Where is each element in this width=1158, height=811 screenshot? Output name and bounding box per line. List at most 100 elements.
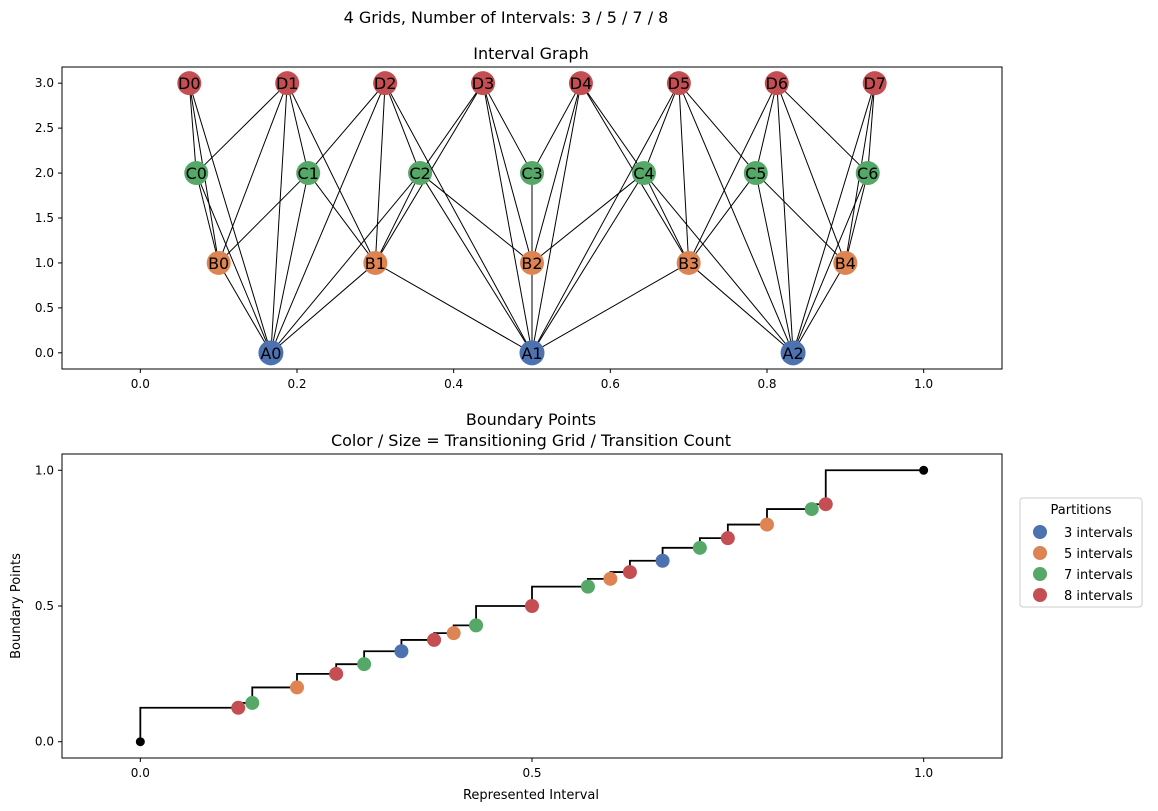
boundary-point-B xyxy=(760,517,774,532)
graph-node-label-A1: A1 xyxy=(521,344,542,363)
graph-node-C2 xyxy=(408,161,433,186)
legend-label: 5 intervals xyxy=(1064,547,1133,562)
boundary-point-C xyxy=(245,695,260,710)
figure-suptitle: 4 Grids, Number of Intervals: 3 / 5 / 7 … xyxy=(344,8,669,27)
graph-edge-A2-D5 xyxy=(678,82,794,354)
graph-edge-A0-D1 xyxy=(270,83,288,353)
graph-edge-A2-D6 xyxy=(776,83,794,353)
graph-node-B4 xyxy=(833,250,858,275)
legend-frame xyxy=(1019,497,1143,608)
x-tick-label: 0.8 xyxy=(757,377,776,391)
graph-node-label-C3: C3 xyxy=(521,164,542,183)
y-tick-label: 1.0 xyxy=(35,256,54,270)
graph-edge-A0-C1 xyxy=(270,172,309,353)
graph-edge-B2-D3 xyxy=(482,83,533,264)
x-tick-label: 1.0 xyxy=(914,377,933,391)
boundary-points-x-ticks: 0.0 0.5 1.0 xyxy=(131,758,933,780)
graph-node-C3 xyxy=(520,161,544,186)
legend-label: 3 intervals xyxy=(1064,526,1133,541)
interval-graph-plot: Interval Graph A0 A1 A2 B0 B1 B2 B3 B4 C0 C1 C2 C3 C… xyxy=(35,44,1003,391)
x-tick-label: 0.0 xyxy=(131,766,150,780)
interval-graph-x-ticks: 0.0 0.2 0.4 0.6 0.8 1.0 xyxy=(131,369,933,391)
legend-marker-A xyxy=(1033,525,1047,539)
graph-edge-B4-D6 xyxy=(776,83,846,264)
graph-edge-B4-C6 xyxy=(844,172,869,264)
boundary-endpoint xyxy=(135,737,145,747)
graph-edge-B0-C0 xyxy=(195,172,220,264)
graph-edge-C4-D4 xyxy=(580,82,645,174)
graph-edge-C6-D7 xyxy=(867,83,876,174)
boundary-point-B xyxy=(290,680,304,695)
legend-title: Partitions xyxy=(1051,503,1112,518)
graph-node-label-A2: A2 xyxy=(783,344,804,363)
graph-node-label-B1: B1 xyxy=(365,254,386,273)
graph-edge-A2-B3 xyxy=(688,262,794,354)
graph-node-label-B3: B3 xyxy=(678,254,699,273)
graph-edge-A0-D2 xyxy=(270,82,386,354)
boundary-point-C xyxy=(804,502,819,517)
graph-edge-B3-C4 xyxy=(643,172,690,264)
graph-edge-A1-D3 xyxy=(482,83,533,353)
graph-edge-B1-C1 xyxy=(307,172,376,264)
y-tick-label: 0.5 xyxy=(35,599,54,613)
legend-entries: 3 intervals 5 intervals 7 intervals 8 inter… xyxy=(1033,525,1133,604)
boundary-point-D xyxy=(720,531,735,546)
graph-node-D7 xyxy=(862,71,887,96)
graph-edge-C5-D6 xyxy=(755,83,778,174)
graph-node-D4 xyxy=(568,71,593,96)
x-tick-label: 0.4 xyxy=(444,377,463,391)
boundary-point-D xyxy=(427,632,442,647)
y-tick-label: 0.5 xyxy=(35,301,54,315)
graph-node-label-D4: D4 xyxy=(570,74,593,93)
graph-edge-A1-B1 xyxy=(375,262,533,354)
graph-edge-B0-C1 xyxy=(218,172,309,264)
graph-node-D0 xyxy=(177,71,202,96)
boundary-point-D xyxy=(525,599,539,613)
boundary-point-B xyxy=(446,626,461,641)
graph-node-label-C0: C0 xyxy=(186,164,207,183)
boundary-points-xlabel: Represented Interval xyxy=(463,788,599,803)
graph-node-label-B0: B0 xyxy=(208,254,229,273)
graph-nodes: A0 A1 A2 B0 B1 B2 B3 B4 C0 C1 C2 C3 C4 C5 C6 D0 D1 D2 D3 D4… xyxy=(177,71,887,366)
boundary-points-ylabel: Boundary Points xyxy=(9,553,24,659)
graph-node-label-C4: C4 xyxy=(633,164,654,183)
graph-edge-C0-D1 xyxy=(195,82,288,174)
graph-edge-A0-D0 xyxy=(188,83,272,353)
graph-edge-C3-D4 xyxy=(531,82,582,174)
graph-node-D1 xyxy=(275,71,300,96)
x-tick-label: 0.6 xyxy=(601,377,620,391)
graph-node-label-D5: D5 xyxy=(668,74,691,93)
y-tick-label: 0.0 xyxy=(35,346,54,360)
boundary-point-B xyxy=(603,571,618,586)
graph-edge-B3-C5 xyxy=(688,172,757,264)
graph-node-A2 xyxy=(780,340,806,366)
graph-edge-C4-D5 xyxy=(643,82,680,174)
boundary-point-D xyxy=(231,700,246,715)
boundary-point-D xyxy=(818,497,833,512)
graph-node-label-C6: C6 xyxy=(857,164,878,183)
y-tick-label: 2.5 xyxy=(35,121,54,135)
graph-edge-A2-C4 xyxy=(643,172,794,354)
graph-node-D6 xyxy=(764,71,789,96)
graph-edge-B3-D6 xyxy=(688,82,778,264)
graph-edge-B1-D2 xyxy=(374,83,386,263)
boundary-points-plot: Boundary Points Color / Size = Transitio… xyxy=(9,410,1143,803)
graph-node-D3 xyxy=(471,71,496,96)
graph-node-label-B4: B4 xyxy=(835,254,856,273)
graph-edge-B4-C5 xyxy=(755,172,846,264)
graph-edge-B3-D5 xyxy=(678,83,690,263)
graph-edge-A1-B3 xyxy=(531,262,689,354)
graph-edge-A2-C5 xyxy=(755,172,794,353)
graph-node-D5 xyxy=(666,71,691,96)
boundary-scatter-points xyxy=(135,465,929,747)
legend-marker-C xyxy=(1033,567,1047,581)
graph-node-label-C2: C2 xyxy=(409,164,430,183)
graph-edge-A1-C2 xyxy=(419,172,533,354)
graph-node-B0 xyxy=(206,250,231,275)
y-tick-label: 0.0 xyxy=(35,735,54,749)
graph-edge-C5-D5 xyxy=(678,82,757,174)
graph-node-C0 xyxy=(184,161,209,186)
graph-node-C5 xyxy=(743,161,768,186)
graph-edge-C6-D6 xyxy=(776,82,869,174)
